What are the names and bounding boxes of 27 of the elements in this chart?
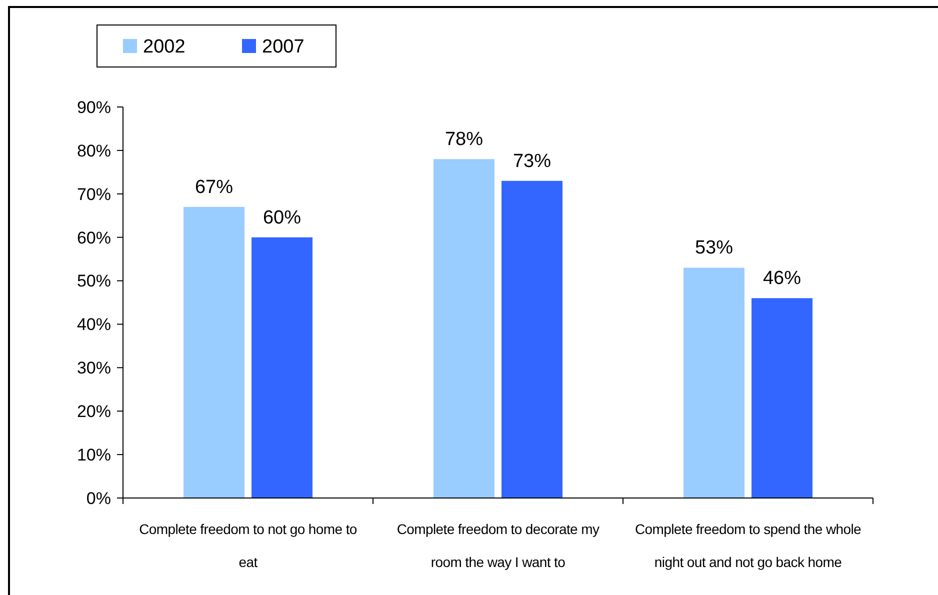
bar: [502, 180, 562, 498]
data-label: 53%: [694, 238, 734, 259]
y-tick-label: 40%: [76, 315, 111, 334]
y-tick-label: 60%: [76, 228, 111, 248]
y-tick-label: 50%: [76, 272, 111, 291]
bar: [684, 268, 744, 498]
category-label: Complete freedom to decorate my room the way I want to: [396, 521, 600, 570]
data-label: 78%: [444, 129, 484, 150]
y-tick-label: 90%: [76, 98, 111, 117]
legend-label: 2002: [143, 36, 186, 58]
category-label: Complete freedom to spend the whole night out and not go back home: [634, 521, 862, 570]
bar: [434, 159, 494, 498]
y-tick-label: 0%: [86, 488, 111, 508]
data-label: 60%: [262, 207, 302, 228]
data-label: 67%: [194, 176, 234, 198]
y-tick-label: 20%: [76, 402, 111, 422]
bar: [252, 237, 312, 498]
data-label: 73%: [512, 150, 552, 172]
legend-label: 2007: [262, 36, 304, 58]
y-tick-label: 70%: [76, 184, 111, 204]
y-tick-label: 10%: [76, 446, 111, 465]
data-label: 46%: [762, 268, 802, 290]
category-label: Complete freedom to not go home to eat: [139, 521, 357, 570]
y-tick-label: 80%: [76, 141, 111, 160]
y-tick-label: 30%: [76, 358, 111, 378]
bar: [184, 206, 244, 498]
bar: [752, 298, 812, 498]
